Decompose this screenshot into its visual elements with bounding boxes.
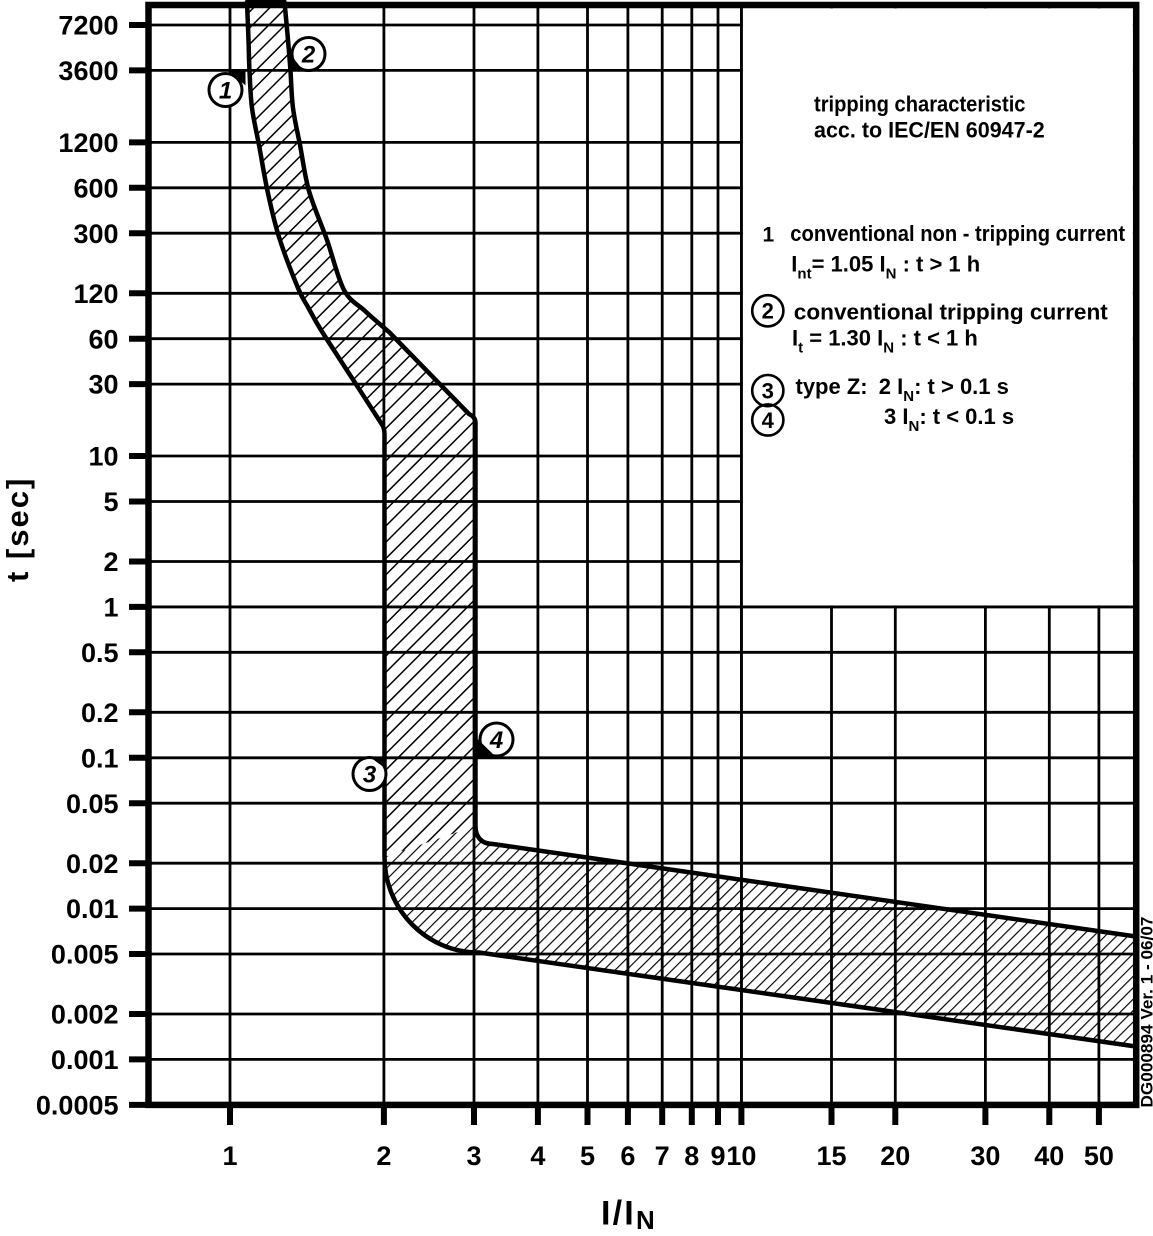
svg-text:30: 30 <box>970 1141 1000 1171</box>
svg-text:1: 1 <box>763 224 775 247</box>
svg-text:type Z:: type Z: <box>796 374 868 399</box>
svg-text:4: 4 <box>530 1141 545 1171</box>
svg-text:5: 5 <box>103 487 118 517</box>
svg-text:0.1: 0.1 <box>81 743 119 773</box>
svg-text:tripping characteristic: tripping characteristic <box>814 92 1026 117</box>
svg-text:3: 3 <box>363 762 377 789</box>
svg-text:10: 10 <box>726 1141 756 1171</box>
svg-text:0.002: 0.002 <box>51 1000 119 1030</box>
svg-text:5: 5 <box>580 1141 595 1171</box>
svg-text:2: 2 <box>376 1141 391 1171</box>
svg-text:0.05: 0.05 <box>66 789 119 819</box>
svg-text:7200: 7200 <box>58 11 118 41</box>
svg-text:1200: 1200 <box>58 128 118 158</box>
svg-text:0.0005: 0.0005 <box>36 1091 119 1121</box>
svg-text:3600: 3600 <box>58 56 118 86</box>
svg-text:acc. to IEC/EN 60947-2: acc. to IEC/EN 60947-2 <box>814 118 1045 143</box>
svg-text:DG000894 Ver. 1 - 06/07: DG000894 Ver. 1 - 06/07 <box>1137 917 1153 1108</box>
svg-text:t [sec]: t [sec] <box>0 477 35 582</box>
svg-text:1: 1 <box>219 78 232 105</box>
svg-text:20: 20 <box>880 1141 910 1171</box>
svg-text:0.001: 0.001 <box>51 1045 119 1075</box>
svg-text:conventional non - tripping cu: conventional non - tripping current <box>790 221 1125 246</box>
svg-text:600: 600 <box>73 173 118 203</box>
svg-text:4: 4 <box>489 727 503 754</box>
svg-text:60: 60 <box>88 324 118 354</box>
svg-text:0.005: 0.005 <box>51 940 119 970</box>
svg-text:7: 7 <box>655 1141 670 1171</box>
svg-text:1: 1 <box>222 1141 237 1171</box>
svg-text:40: 40 <box>1034 1141 1064 1171</box>
svg-text:0.02: 0.02 <box>66 849 119 879</box>
svg-text:1: 1 <box>103 593 118 623</box>
svg-text:4: 4 <box>762 408 775 433</box>
svg-text:30: 30 <box>88 370 118 400</box>
svg-text:3: 3 <box>762 378 774 403</box>
svg-text:3: 3 <box>466 1141 481 1171</box>
svg-text:50: 50 <box>1084 1141 1114 1171</box>
svg-text:2: 2 <box>103 547 118 577</box>
svg-text:0.2: 0.2 <box>81 698 119 728</box>
svg-text:15: 15 <box>816 1141 846 1171</box>
svg-text:0.01: 0.01 <box>66 894 119 924</box>
svg-text:0.5: 0.5 <box>81 638 119 668</box>
svg-text:120: 120 <box>73 279 118 309</box>
svg-text:8: 8 <box>684 1141 699 1171</box>
svg-text:9: 9 <box>710 1141 725 1171</box>
svg-text:10: 10 <box>88 442 118 472</box>
svg-text:6: 6 <box>620 1141 635 1171</box>
svg-text:300: 300 <box>73 219 118 249</box>
svg-text:conventional tripping current: conventional tripping current <box>794 300 1109 325</box>
svg-text:2: 2 <box>762 299 774 324</box>
svg-text:2: 2 <box>301 42 316 69</box>
